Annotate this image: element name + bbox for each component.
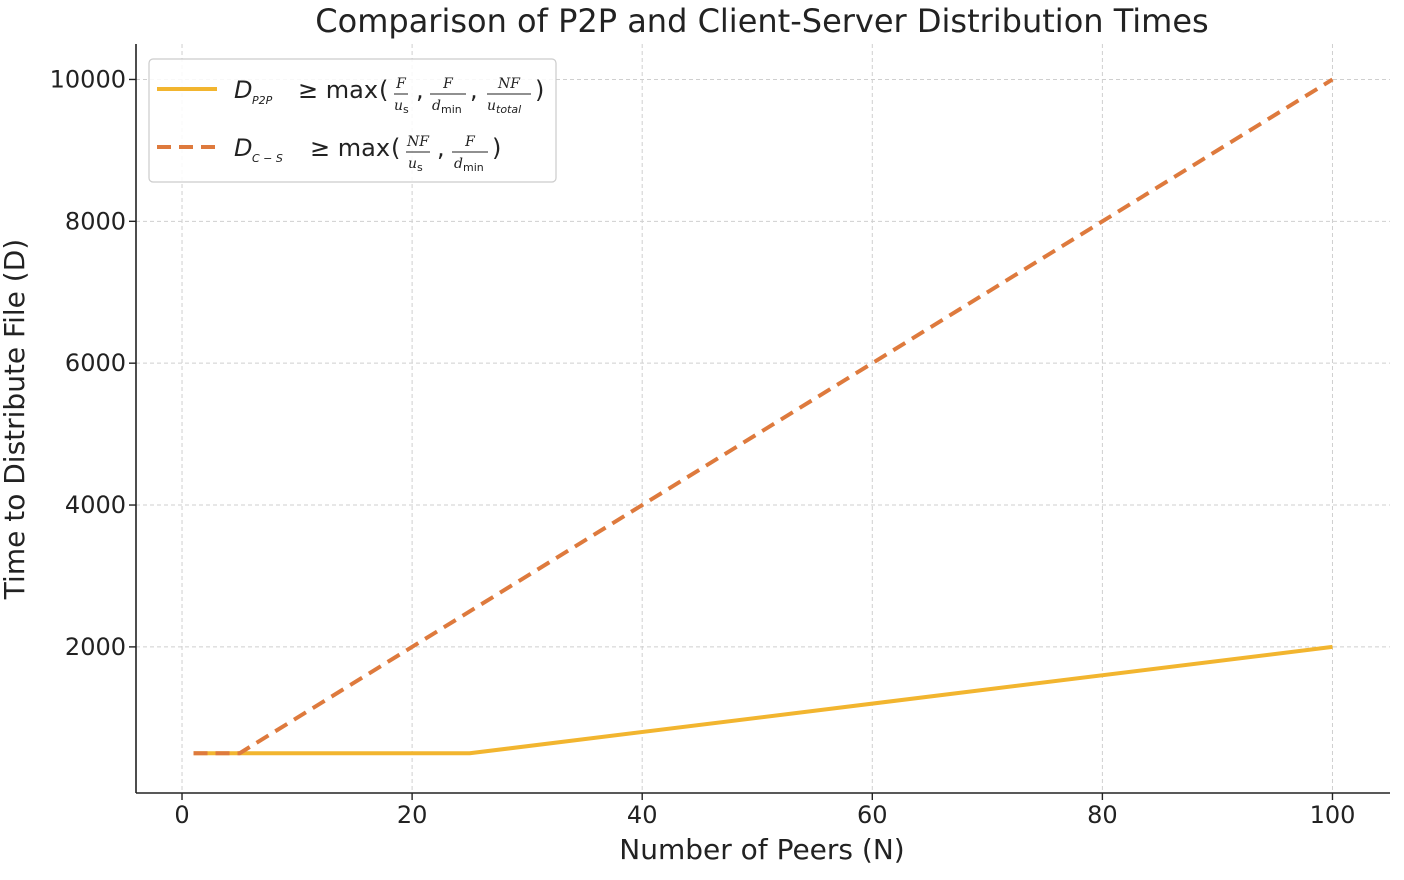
frac-f-dmin-den: d <box>432 98 441 114</box>
frac-nf-utotal-num: NF <box>497 76 521 92</box>
frac-f-dmin-den-sub: min <box>441 103 462 116</box>
frac-f-us: F u s <box>394 76 409 116</box>
frac-f-dmin-2-num: F <box>464 134 476 150</box>
series-line-0 <box>193 644 1333 756</box>
x-tick-label: 40 <box>627 801 658 829</box>
legend-text-sub: P2P <box>252 94 273 107</box>
frac-f-dmin: F d min <box>430 76 466 116</box>
frac-nf-utotal-den: u <box>487 98 496 114</box>
y-axis-label: Time to Distribute File (D) <box>0 239 31 600</box>
legend-comma-3: , <box>437 134 445 162</box>
frac-nf-us-den: u <box>408 156 417 172</box>
y-tick-label: 6000 <box>65 349 126 377</box>
legend-comma-1: , <box>416 76 424 104</box>
legend-text-max: ≥ max <box>298 76 378 104</box>
legend-text-close-paren-2: ) <box>492 134 501 162</box>
y-tick-label: 10000 <box>50 65 126 93</box>
series-line-1 <box>193 77 1334 756</box>
frac-f-dmin-num: F <box>442 76 454 92</box>
y-ticks: 2000 4000 6000 8000 10000 <box>50 65 136 661</box>
frac-f-dmin-2-den: d <box>454 156 463 172</box>
y-tick-label: 8000 <box>65 207 126 235</box>
legend-entry-cs: D C − S ≥ max ( NF u s , F d min ) D_C-S… <box>234 134 501 174</box>
frac-f-dmin-2: F d min <box>452 134 488 174</box>
frac-f-us-den-sub: s <box>403 103 409 116</box>
frac-f-dmin-2-den-sub: min <box>463 161 484 174</box>
legend-text-d-2: D <box>234 134 252 162</box>
y-tick-label: 4000 <box>65 491 126 519</box>
frac-nf-us-den-sub: s <box>417 161 423 174</box>
x-axis-label: Number of Peers (N) <box>619 833 904 866</box>
series-layer <box>193 77 1334 756</box>
frac-nf-us: NF u s <box>406 134 430 174</box>
legend-comma-2: , <box>470 76 478 104</box>
frac-nf-utotal: NF u total <box>487 76 531 116</box>
frac-f-us-den: u <box>394 98 403 114</box>
y-tick-label: 2000 <box>65 633 126 661</box>
x-tick-label: 20 <box>397 801 428 829</box>
frac-nf-us-num: NF <box>406 134 430 150</box>
frac-nf-utotal-den-sub: total <box>496 103 521 116</box>
legend-text-open-paren-2: ( <box>391 134 400 162</box>
chart-title: Comparison of P2P and Client-Server Dist… <box>315 2 1208 40</box>
x-tick-label: 0 <box>174 801 189 829</box>
frac-f-us-num: F <box>395 76 407 92</box>
grid <box>136 44 1390 793</box>
legend-box <box>148 58 557 183</box>
legend-text-max-2: ≥ max <box>310 134 390 162</box>
axes <box>135 44 1390 794</box>
x-tick-label: 60 <box>857 801 888 829</box>
legend-entry-p2p: D P2P ≥ max ( F u s , F d min , NF u <box>234 76 544 116</box>
legend: D P2P ≥ max ( F u s , F d min , NF u <box>148 58 557 183</box>
x-tick-label: 100 <box>1310 801 1356 829</box>
legend-text-close-paren: ) <box>535 76 544 104</box>
legend-text-sub-2: C − S <box>252 152 283 165</box>
x-tick-label: 80 <box>1087 801 1118 829</box>
x-ticks: 0 20 40 60 80 100 <box>174 793 1355 829</box>
legend-text-d: D <box>234 76 252 104</box>
legend-text-open-paren: ( <box>379 76 388 104</box>
